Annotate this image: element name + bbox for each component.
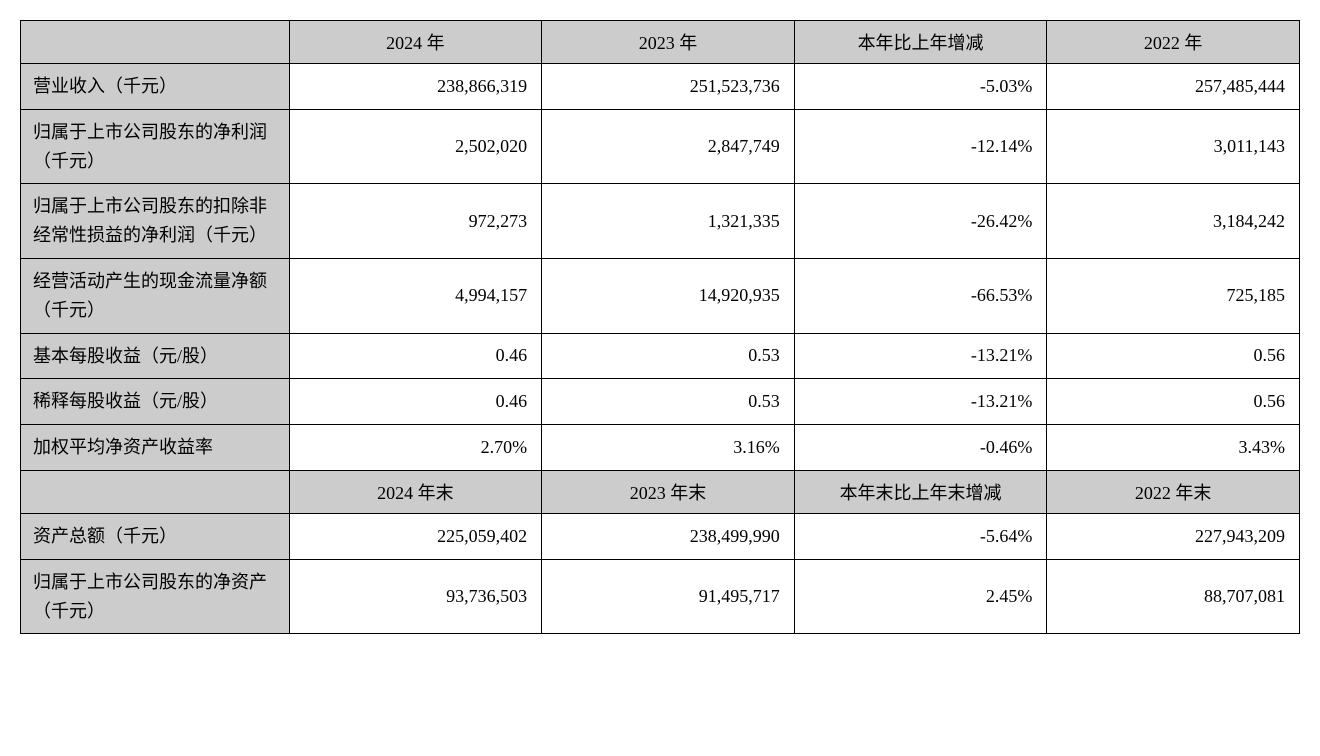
row-label: 归属于上市公司股东的净资产（千元） [21, 559, 290, 634]
row-value: 2,847,749 [542, 109, 795, 184]
table-header-row: 2024 年 2023 年 本年比上年增减 2022 年 [21, 21, 1300, 64]
row-label: 基本每股收益（元/股） [21, 333, 290, 379]
table-row: 归属于上市公司股东的扣除非经常性损益的净利润（千元） 972,273 1,321… [21, 184, 1300, 259]
row-value: 225,059,402 [289, 513, 542, 559]
row-value: 0.46 [289, 333, 542, 379]
row-value: 91,495,717 [542, 559, 795, 634]
row-value: 0.53 [542, 333, 795, 379]
row-label: 归属于上市公司股东的扣除非经常性损益的净利润（千元） [21, 184, 290, 259]
row-value: 0.56 [1047, 333, 1300, 379]
table-row: 资产总额（千元） 225,059,402 238,499,990 -5.64% … [21, 513, 1300, 559]
header-blank [21, 21, 290, 64]
header-2023: 2023 年 [542, 21, 795, 64]
row-value: 3,184,242 [1047, 184, 1300, 259]
row-value: -0.46% [794, 425, 1047, 471]
table-row: 加权平均净资产收益率 2.70% 3.16% -0.46% 3.43% [21, 425, 1300, 471]
table-row: 归属于上市公司股东的净资产（千元） 93,736,503 91,495,717 … [21, 559, 1300, 634]
table-row: 经营活动产生的现金流量净额（千元） 4,994,157 14,920,935 -… [21, 258, 1300, 333]
row-value: -5.64% [794, 513, 1047, 559]
row-value: 2,502,020 [289, 109, 542, 184]
row-value: 88,707,081 [1047, 559, 1300, 634]
row-value: 725,185 [1047, 258, 1300, 333]
row-value: 238,866,319 [289, 64, 542, 110]
table-header-row: 2024 年末 2023 年末 本年末比上年末增减 2022 年末 [21, 470, 1300, 513]
header-2022: 2022 年 [1047, 21, 1300, 64]
row-value: 14,920,935 [542, 258, 795, 333]
row-value: 93,736,503 [289, 559, 542, 634]
table-row: 基本每股收益（元/股） 0.46 0.53 -13.21% 0.56 [21, 333, 1300, 379]
header-2024: 2024 年 [289, 21, 542, 64]
row-label: 营业收入（千元） [21, 64, 290, 110]
row-value: 257,485,444 [1047, 64, 1300, 110]
header-change: 本年比上年增减 [794, 21, 1047, 64]
row-label: 资产总额（千元） [21, 513, 290, 559]
row-value: -66.53% [794, 258, 1047, 333]
header-change-end: 本年末比上年末增减 [794, 470, 1047, 513]
header-2022-end: 2022 年末 [1047, 470, 1300, 513]
row-value: 251,523,736 [542, 64, 795, 110]
header-blank [21, 470, 290, 513]
header-2024-end: 2024 年末 [289, 470, 542, 513]
financial-table: 2024 年 2023 年 本年比上年增减 2022 年 营业收入（千元） 23… [20, 20, 1300, 634]
row-label: 加权平均净资产收益率 [21, 425, 290, 471]
row-value: -5.03% [794, 64, 1047, 110]
table-row: 归属于上市公司股东的净利润（千元） 2,502,020 2,847,749 -1… [21, 109, 1300, 184]
header-2023-end: 2023 年末 [542, 470, 795, 513]
table-row: 稀释每股收益（元/股） 0.46 0.53 -13.21% 0.56 [21, 379, 1300, 425]
row-value: 0.46 [289, 379, 542, 425]
row-value: 238,499,990 [542, 513, 795, 559]
row-value: -13.21% [794, 333, 1047, 379]
row-value: 227,943,209 [1047, 513, 1300, 559]
row-value: -12.14% [794, 109, 1047, 184]
row-value: 2.45% [794, 559, 1047, 634]
row-value: 3.16% [542, 425, 795, 471]
row-label: 归属于上市公司股东的净利润（千元） [21, 109, 290, 184]
row-value: 3.43% [1047, 425, 1300, 471]
row-value: 0.53 [542, 379, 795, 425]
row-value: -13.21% [794, 379, 1047, 425]
row-label: 稀释每股收益（元/股） [21, 379, 290, 425]
row-value: 972,273 [289, 184, 542, 259]
row-value: 1,321,335 [542, 184, 795, 259]
row-value: 4,994,157 [289, 258, 542, 333]
row-value: 0.56 [1047, 379, 1300, 425]
financial-table-wrapper: 2024 年 2023 年 本年比上年增减 2022 年 营业收入（千元） 23… [20, 20, 1300, 634]
row-value: 2.70% [289, 425, 542, 471]
table-row: 营业收入（千元） 238,866,319 251,523,736 -5.03% … [21, 64, 1300, 110]
row-value: 3,011,143 [1047, 109, 1300, 184]
row-value: -26.42% [794, 184, 1047, 259]
row-label: 经营活动产生的现金流量净额（千元） [21, 258, 290, 333]
